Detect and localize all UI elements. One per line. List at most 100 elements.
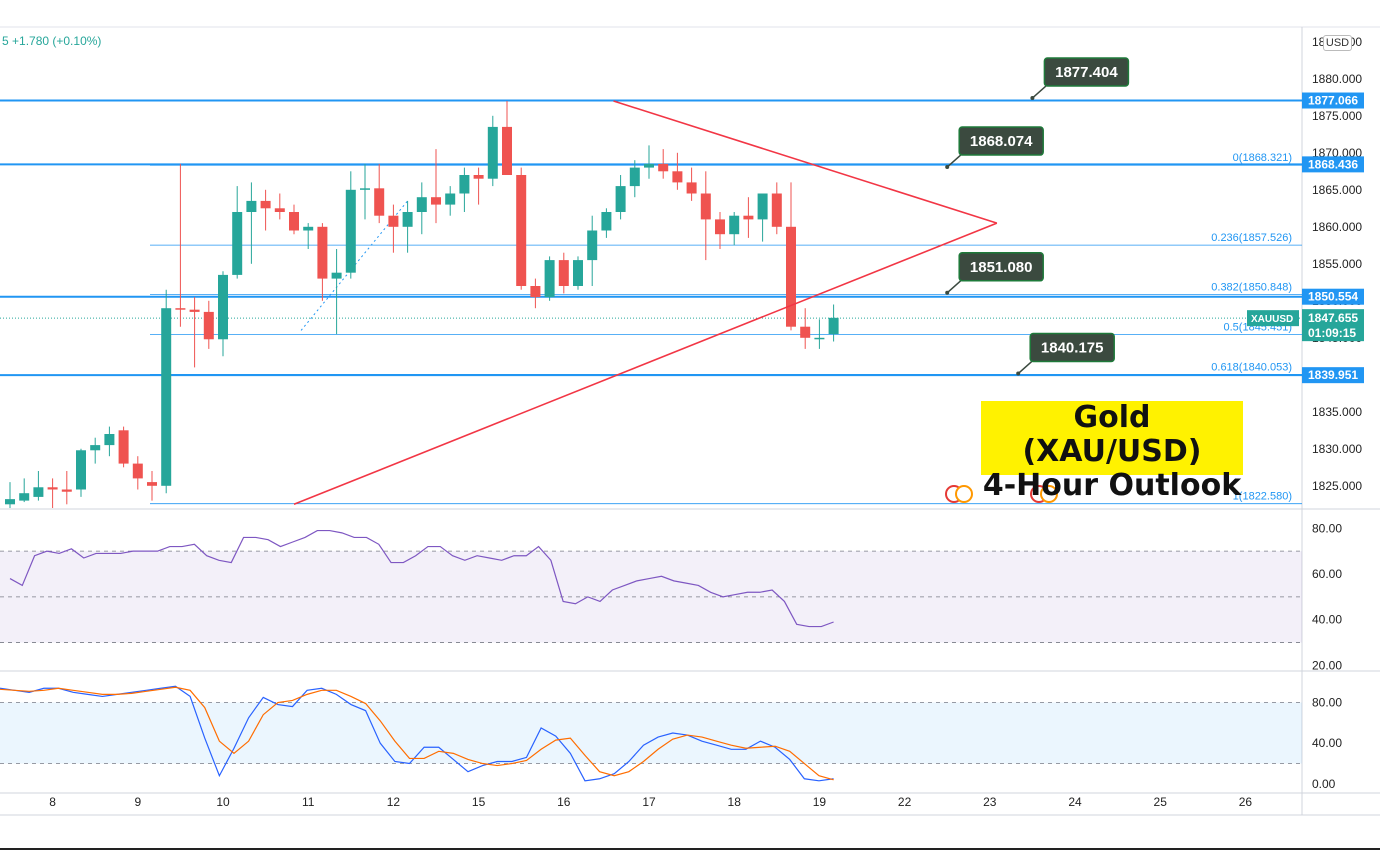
time-axis-tick: 24 (1068, 795, 1082, 809)
candle[interactable] (61, 471, 72, 505)
candle[interactable] (530, 278, 541, 309)
candle[interactable] (402, 200, 413, 253)
candle[interactable] (672, 152, 683, 190)
candle-body (615, 186, 626, 212)
economic-event-flag[interactable] (945, 485, 973, 503)
candle[interactable] (771, 182, 782, 235)
candle[interactable] (19, 478, 30, 503)
candle[interactable] (445, 186, 456, 216)
candle[interactable] (558, 252, 569, 294)
fib-level-label: 0(1868.321) (1233, 152, 1292, 164)
candle[interactable] (729, 212, 740, 246)
candle[interactable] (317, 223, 328, 301)
candle[interactable] (431, 149, 441, 224)
candle[interactable] (487, 115, 498, 187)
rsi-axis-tick: 20.00 (1312, 658, 1342, 672)
candle[interactable] (743, 197, 754, 238)
candle-body (459, 175, 470, 194)
candle-body (118, 430, 129, 464)
price-callout-box[interactable] (958, 126, 1044, 156)
candle[interactable] (33, 471, 44, 501)
candle[interactable] (601, 208, 612, 238)
candle[interactable] (76, 448, 86, 497)
candle[interactable] (345, 171, 356, 279)
candle[interactable] (260, 189, 271, 231)
candle-body (672, 171, 683, 183)
last-price-value: 1847.655 (1308, 311, 1358, 325)
candle[interactable] (374, 163, 385, 224)
candle[interactable] (246, 182, 257, 264)
candle[interactable] (90, 437, 101, 464)
price-callout-box[interactable] (958, 252, 1044, 282)
candle[interactable] (473, 167, 484, 205)
candle-body (629, 167, 640, 187)
candle[interactable] (416, 182, 427, 235)
candle[interactable] (502, 101, 512, 175)
candle-body (573, 260, 583, 286)
price-level-badge-text: 1868.436 (1308, 157, 1358, 171)
candle[interactable] (161, 289, 172, 494)
candle[interactable] (232, 186, 243, 279)
rsi-line[interactable] (9, 529, 834, 628)
candle[interactable] (644, 145, 654, 179)
stoch-k-line[interactable] (0, 685, 834, 782)
candle[interactable] (786, 182, 796, 331)
candle[interactable] (104, 426, 115, 457)
candle[interactable] (715, 212, 725, 249)
price-axis-tick: 1835.000 (1312, 405, 1362, 419)
triangle-upper-trendline[interactable] (613, 100, 998, 224)
candle[interactable] (218, 271, 228, 357)
candle[interactable] (147, 471, 157, 501)
candle[interactable] (360, 163, 370, 220)
price-axis-tick: 1880.000 (1312, 72, 1362, 86)
candle[interactable] (5, 482, 15, 508)
price-callout-box[interactable] (1029, 332, 1115, 363)
rsi-axis-tick: 60.00 (1312, 567, 1342, 581)
candle[interactable] (189, 297, 200, 368)
currency-selector[interactable]: USD (1323, 35, 1352, 51)
candle[interactable] (331, 249, 342, 335)
candle[interactable] (587, 215, 598, 286)
candle[interactable] (573, 256, 583, 290)
stoch-d-line[interactable] (0, 686, 834, 781)
economic-event-flag[interactable] (1030, 485, 1058, 503)
candle[interactable] (459, 167, 470, 212)
candle-body (828, 317, 839, 335)
candle[interactable] (388, 204, 399, 253)
price-callout-text: 1851.080 (970, 259, 1033, 276)
price-axis-tick: 1860.000 (1312, 220, 1362, 234)
candle-body (445, 193, 456, 205)
candle[interactable] (47, 478, 58, 508)
candle[interactable] (658, 149, 669, 179)
candle-body (431, 197, 441, 205)
candle[interactable] (686, 167, 697, 201)
candle[interactable] (814, 319, 825, 349)
candle[interactable] (700, 171, 711, 261)
candle[interactable] (516, 167, 527, 290)
candle[interactable] (629, 160, 640, 198)
candle[interactable] (828, 304, 839, 342)
candle-body (274, 208, 285, 212)
time-axis-tick: 17 (642, 795, 656, 809)
candle[interactable] (118, 426, 129, 468)
stoch-band-fill (0, 702, 1302, 764)
candle-body (715, 219, 725, 235)
candle[interactable] (132, 456, 143, 490)
candle[interactable] (303, 223, 314, 249)
candle[interactable] (757, 193, 768, 242)
price-callout-box[interactable] (1043, 57, 1130, 87)
candle[interactable] (544, 256, 555, 301)
candle-body (61, 489, 72, 492)
candle[interactable] (175, 163, 186, 327)
candle-body (374, 188, 385, 216)
candle[interactable] (289, 204, 299, 235)
candle[interactable] (615, 175, 626, 220)
triangle-lower-trendline[interactable] (293, 222, 998, 506)
candle[interactable] (800, 308, 811, 349)
candle[interactable] (274, 193, 285, 220)
candle[interactable] (203, 300, 214, 349)
fib-level-label: 1(1822.580) (1233, 491, 1292, 503)
fib-level-label: 0.236(1857.526) (1211, 232, 1292, 244)
bar-countdown: 01:09:15 (1308, 326, 1356, 340)
